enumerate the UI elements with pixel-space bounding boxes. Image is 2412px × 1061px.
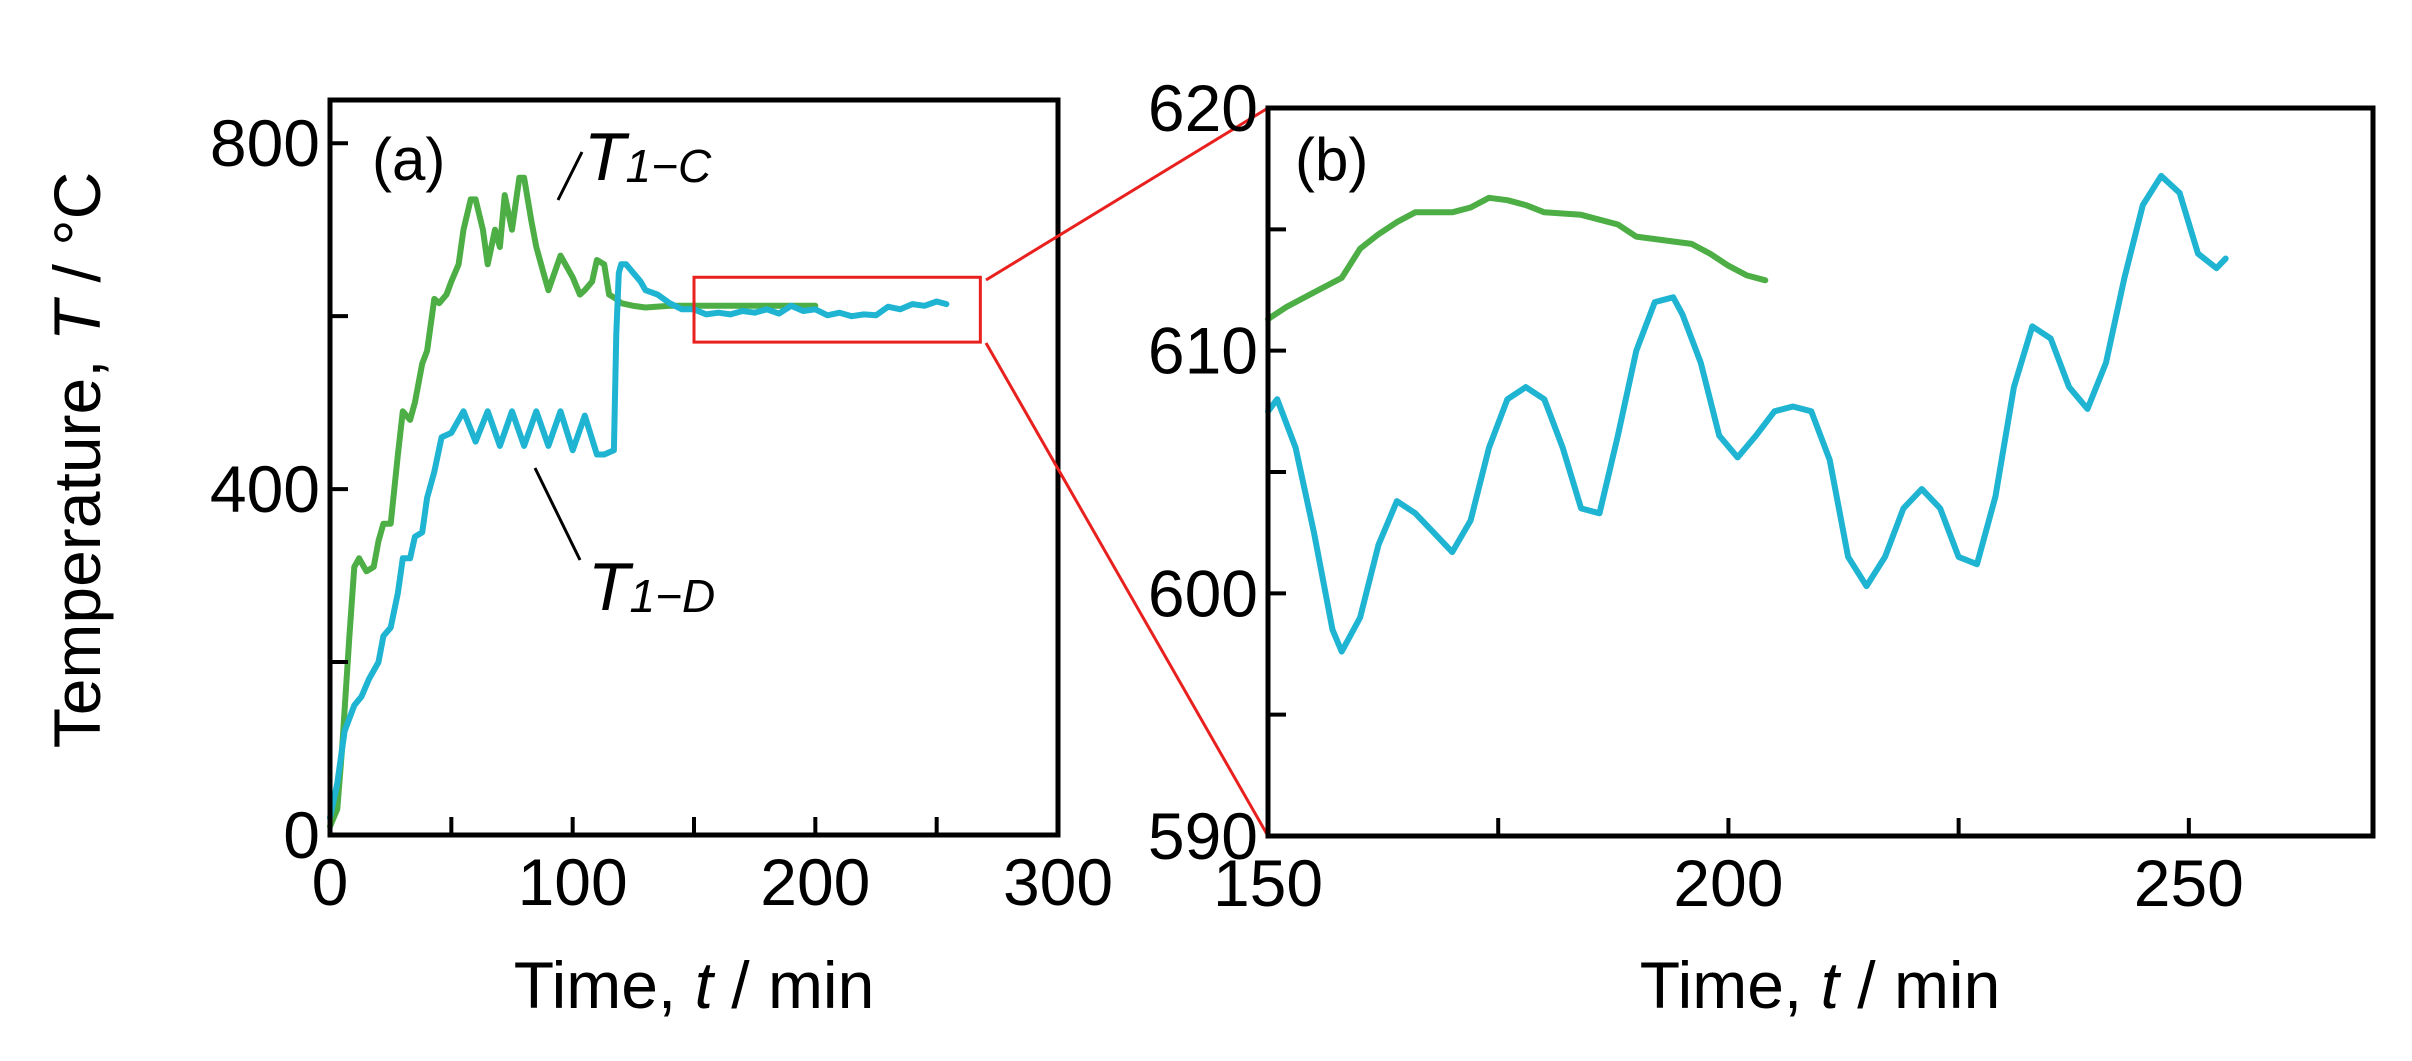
zoom-box (692, 275, 982, 344)
T1D-label-sub: 1−D (630, 570, 716, 622)
y-axis-label-prefix: Temperature, (40, 341, 114, 748)
T1C-label-sub: 1−C (626, 140, 712, 192)
T1C-label: T1−C (584, 119, 712, 195)
panel-a-ticks: 0 100 200 300 0 400 800 (210, 106, 1113, 919)
panel-b-x-tick-label: 200 (1673, 846, 1783, 920)
panel-a-label: (a) (372, 126, 445, 193)
panel-b-y-tick-label: 600 (1148, 556, 1258, 630)
panel-b-x-axis-label: Time, t / min (1640, 948, 2001, 1022)
panel-a-y-tick-label: 400 (210, 452, 320, 526)
zoom-connector-bottom (984, 342, 1270, 837)
panel-b-y-tick-label: 590 (1148, 799, 1258, 873)
panel-a-y-tick-label: 0 (283, 798, 320, 872)
panel-a-line-T1-D (327, 261, 950, 821)
panel-b-series (1265, 172, 2229, 655)
T1C-label-main: T (584, 119, 630, 195)
panel-b-line-T1-D (1265, 172, 2229, 655)
y-axis-label: Temperature, T / °C (40, 172, 114, 749)
panel-a-x-tick-label: 200 (760, 845, 870, 919)
panel-a-series (327, 174, 950, 830)
panel-b-frame (1265, 105, 2376, 839)
panel-a-xlabel-suffix: / min (713, 948, 874, 1022)
panel-b-xlabel-prefix: Time, (1640, 948, 1821, 1022)
zoom-connector-top (985, 106, 1269, 282)
panel-b-label: (b) (1295, 126, 1368, 193)
y-axis-label-suffix: / °C (40, 172, 114, 301)
y-axis-label-var: T (40, 296, 114, 341)
panel-a-x-tick-label: 0 (312, 845, 349, 919)
panel-a-x-tick-label: 100 (518, 845, 628, 919)
panel-b-y-tick-label: 610 (1148, 314, 1258, 388)
panel-a-xlabel-var: t (695, 948, 716, 1022)
panel-b-x-tick-label: 150 (1213, 846, 1323, 920)
panel-a-xlabel-prefix: Time, (514, 948, 695, 1022)
panel-b-y-tick-label: 620 (1148, 71, 1258, 145)
panel-b-ticks: 150 200 250 590 600 610 620 (1148, 71, 2244, 920)
panel-b: 150 200 250 590 600 610 620 (b) Time, t / min (1148, 71, 2376, 1022)
panel-b-line-T1-C (1265, 194, 1769, 323)
panel-b-x-tick-label: 250 (2134, 846, 2244, 920)
T1D-label-leader (533, 467, 582, 561)
panel-a-line-T1-C (327, 174, 819, 830)
panel-a-y-tick-label: 800 (210, 106, 320, 180)
panel-a-frame (327, 97, 1061, 838)
panel-b-xlabel-var: t (1821, 948, 1842, 1022)
panel-b-xlabel-suffix: / min (1839, 948, 2000, 1022)
panel-a-x-tick-label: 300 (1003, 845, 1113, 919)
T1D-label: T1−D (588, 549, 715, 625)
panel-a-x-axis-label: Time, t / min (514, 948, 875, 1022)
T1D-label-main: T (588, 549, 634, 625)
T1C-label-leader (556, 151, 584, 201)
